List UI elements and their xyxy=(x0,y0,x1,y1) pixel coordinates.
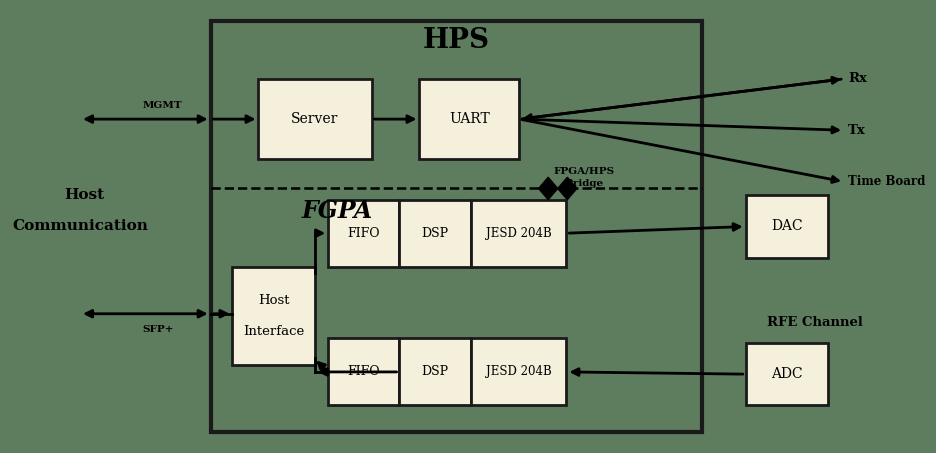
Text: Server: Server xyxy=(291,112,339,126)
FancyBboxPatch shape xyxy=(746,343,828,405)
Text: Host: Host xyxy=(65,188,105,202)
Polygon shape xyxy=(538,177,558,200)
Text: Time Board: Time Board xyxy=(848,175,926,188)
Text: Interface: Interface xyxy=(243,325,304,338)
FancyBboxPatch shape xyxy=(471,200,566,267)
Text: DAC: DAC xyxy=(771,220,803,233)
Text: FIFO: FIFO xyxy=(347,226,380,240)
Text: FIFO: FIFO xyxy=(347,366,380,378)
FancyBboxPatch shape xyxy=(400,200,471,267)
Text: Bridge: Bridge xyxy=(564,179,604,188)
Text: Communication: Communication xyxy=(12,220,148,233)
Text: HPS: HPS xyxy=(423,27,490,54)
Text: UART: UART xyxy=(449,112,490,126)
Text: DSP: DSP xyxy=(421,226,448,240)
FancyBboxPatch shape xyxy=(419,79,519,159)
Text: JESD 204B: JESD 204B xyxy=(486,366,551,378)
FancyBboxPatch shape xyxy=(328,338,400,405)
Text: MGMT: MGMT xyxy=(143,101,183,110)
Text: DSP: DSP xyxy=(421,366,448,378)
Text: Rx: Rx xyxy=(848,72,867,85)
FancyBboxPatch shape xyxy=(211,21,702,432)
FancyBboxPatch shape xyxy=(328,200,400,267)
FancyBboxPatch shape xyxy=(258,79,372,159)
FancyBboxPatch shape xyxy=(232,267,315,365)
Text: FPGA/HPS: FPGA/HPS xyxy=(553,166,614,175)
Text: Host: Host xyxy=(258,294,289,307)
Text: JESD 204B: JESD 204B xyxy=(486,226,551,240)
FancyBboxPatch shape xyxy=(746,195,828,258)
FancyBboxPatch shape xyxy=(471,338,566,405)
Text: SFP+: SFP+ xyxy=(142,325,174,334)
Text: Tx: Tx xyxy=(848,124,866,137)
Text: FGPA: FGPA xyxy=(301,199,373,223)
Text: RFE Channel: RFE Channel xyxy=(768,316,863,329)
Polygon shape xyxy=(558,177,577,200)
FancyBboxPatch shape xyxy=(400,338,471,405)
Text: ADC: ADC xyxy=(771,367,803,381)
